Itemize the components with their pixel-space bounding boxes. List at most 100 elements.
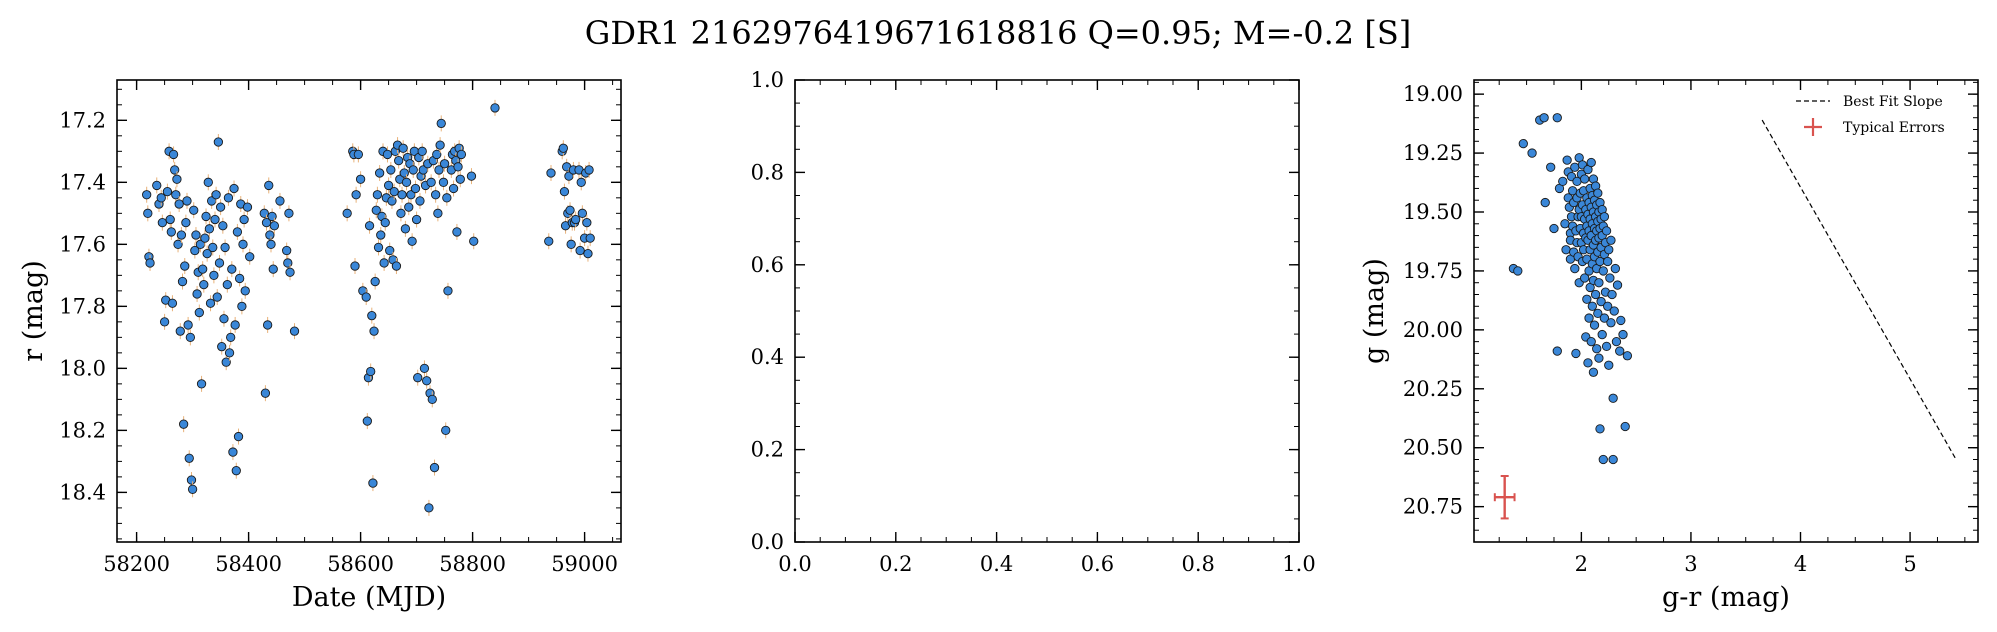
data-point bbox=[218, 221, 228, 231]
data-point bbox=[364, 221, 375, 231]
y-tick-label: 20.75 bbox=[1403, 495, 1463, 519]
data-point bbox=[232, 227, 243, 237]
data-point bbox=[229, 183, 239, 194]
data-point bbox=[172, 174, 182, 184]
data-point bbox=[372, 190, 383, 200]
data-point bbox=[240, 286, 250, 296]
x-tick-label: 59000 bbox=[551, 552, 618, 576]
data-point bbox=[1592, 344, 1602, 354]
data-point bbox=[157, 217, 168, 228]
data-point bbox=[404, 202, 414, 212]
data-point bbox=[353, 149, 364, 160]
data-point bbox=[177, 276, 188, 287]
data-point bbox=[410, 183, 421, 194]
data-point bbox=[1527, 148, 1537, 158]
data-point bbox=[191, 230, 201, 240]
data-point bbox=[382, 149, 393, 160]
y-tick-label: 17.2 bbox=[59, 108, 106, 132]
data-point bbox=[435, 140, 445, 150]
data-point bbox=[366, 366, 376, 377]
data-point bbox=[1622, 351, 1633, 361]
data-point bbox=[186, 475, 197, 485]
data-point bbox=[189, 205, 199, 215]
data-point bbox=[145, 258, 155, 268]
data-point bbox=[408, 165, 418, 175]
x-tick-label: 58600 bbox=[327, 552, 394, 576]
data-point bbox=[1588, 367, 1599, 377]
data-point bbox=[203, 177, 213, 187]
data-point bbox=[237, 301, 247, 311]
x-tick-label: 58200 bbox=[103, 552, 170, 576]
data-point bbox=[452, 227, 462, 237]
data-point bbox=[575, 245, 585, 256]
data-point bbox=[198, 264, 208, 274]
data-point bbox=[394, 155, 404, 166]
data-point bbox=[544, 236, 554, 246]
data-point bbox=[1594, 278, 1604, 288]
axes-frame bbox=[1473, 79, 1979, 543]
data-point bbox=[1586, 336, 1596, 347]
data-point bbox=[1582, 294, 1592, 304]
data-point bbox=[401, 177, 412, 187]
x-tick-label: 1.0 bbox=[1282, 552, 1315, 576]
data-point bbox=[224, 348, 235, 358]
data-point bbox=[1593, 188, 1603, 198]
data-point bbox=[558, 143, 568, 153]
x-tick-label: 58800 bbox=[439, 552, 506, 576]
data-point bbox=[266, 239, 276, 249]
data-point bbox=[185, 332, 196, 343]
data-point bbox=[196, 379, 207, 389]
data-point bbox=[1605, 273, 1615, 283]
data-point bbox=[156, 193, 166, 203]
data-point bbox=[442, 193, 452, 203]
data-point bbox=[1608, 393, 1618, 403]
data-point bbox=[200, 233, 210, 243]
data-point bbox=[1620, 421, 1630, 432]
data-point bbox=[208, 242, 218, 253]
data-point bbox=[448, 183, 459, 194]
data-point bbox=[173, 239, 183, 249]
data-point bbox=[1560, 219, 1570, 229]
x-tick-label: 5 bbox=[1903, 552, 1916, 576]
data-point bbox=[174, 199, 184, 209]
data-point bbox=[362, 416, 372, 426]
data-point bbox=[368, 478, 378, 488]
data-point bbox=[159, 317, 170, 327]
data-point bbox=[190, 245, 200, 256]
y-tick-label: 20.00 bbox=[1403, 318, 1463, 342]
data-point bbox=[166, 227, 176, 237]
lightcurve-panel: 58200 58400 58600 58800 59000 17.2 17.4 17.6 17.… bbox=[18, 79, 622, 613]
data-point bbox=[430, 190, 441, 200]
data-point bbox=[264, 180, 274, 191]
data-point bbox=[215, 202, 226, 212]
data-point bbox=[1599, 212, 1610, 222]
data-point bbox=[370, 276, 380, 287]
data-point bbox=[283, 258, 293, 268]
data-point bbox=[1596, 296, 1606, 307]
data-point bbox=[441, 425, 451, 436]
data-point bbox=[374, 168, 385, 178]
x-tick-label: 0.8 bbox=[1181, 552, 1214, 576]
data-point bbox=[576, 177, 586, 187]
data-point bbox=[1571, 348, 1581, 359]
data-point bbox=[260, 388, 271, 398]
data-point bbox=[367, 311, 377, 321]
data-point bbox=[351, 190, 361, 200]
data-point bbox=[387, 196, 397, 206]
y-tick-label: 19.00 bbox=[1403, 82, 1463, 106]
y-tick-label: 0.6 bbox=[751, 253, 784, 277]
data-point bbox=[202, 248, 212, 259]
data-point bbox=[142, 190, 152, 200]
data-point bbox=[1540, 197, 1550, 208]
color-magnitude-panel: 2 3 4 5 19.00 19.25 19.50 19.75 20.00 20.25 20.50 2… bbox=[1359, 79, 1979, 613]
data-point bbox=[1561, 245, 1571, 255]
data-point bbox=[1599, 313, 1610, 323]
y-axis-label: g (mag) bbox=[1359, 258, 1390, 364]
data-point bbox=[434, 165, 444, 175]
x-tick-label: 58400 bbox=[215, 552, 282, 576]
data-point bbox=[176, 230, 187, 240]
data-point bbox=[1598, 454, 1608, 465]
data-point bbox=[342, 208, 352, 218]
data-point bbox=[1604, 360, 1614, 370]
